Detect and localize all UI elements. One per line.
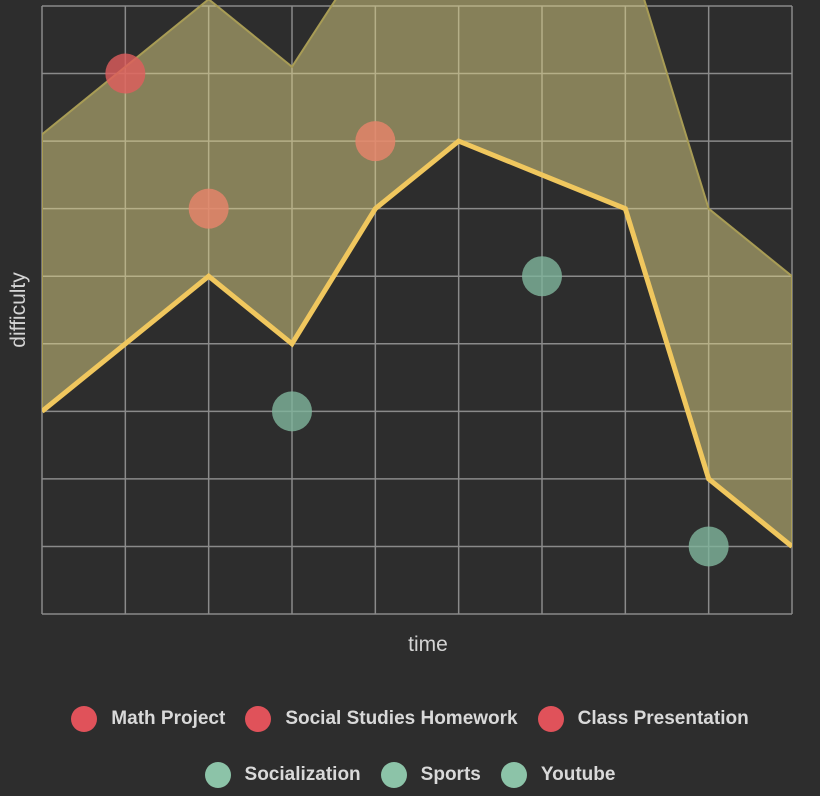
- point-layer: [105, 53, 729, 567]
- legend-label: Math Project: [111, 708, 226, 729]
- legend-item-youtube[interactable]: Youtube: [500, 762, 616, 788]
- legend-item-class-presentation[interactable]: Class Presentation: [537, 706, 749, 732]
- legend-marker: [537, 706, 564, 732]
- legend-marker: [204, 762, 231, 788]
- scatter-point: [355, 121, 396, 162]
- y-axis-label: difficulty: [7, 272, 30, 348]
- legend-label: Youtube: [540, 764, 616, 785]
- scatter-point: [688, 526, 729, 567]
- scatter-point: [105, 53, 146, 94]
- legend-marker: [500, 762, 527, 788]
- legend-label: Sports: [420, 764, 481, 785]
- chart: time difficulty: [7, 0, 793, 656]
- band-layer: [42, 0, 792, 548]
- legend-item-social-studies-homework[interactable]: Social Studies Homework: [245, 706, 518, 732]
- legend-item-socialization[interactable]: Socialization: [204, 762, 361, 788]
- legend-item-math-project[interactable]: Math Project: [71, 706, 225, 732]
- legend-label: Socialization: [244, 764, 361, 785]
- legend-label: Class Presentation: [577, 708, 749, 729]
- scatter-point: [272, 391, 312, 432]
- scatter-point: [188, 188, 229, 229]
- legend-label: Social Studies Homework: [285, 708, 518, 729]
- legend-row-2: Socialization Sports Youtube: [0, 762, 820, 788]
- x-axis-label: time: [408, 633, 448, 656]
- legend-marker: [245, 706, 272, 732]
- line-layer: [42, 138, 792, 549]
- legend-item-sports[interactable]: Sports: [380, 762, 481, 788]
- uncertainty-band: [42, 0, 792, 548]
- series-line: [42, 138, 792, 549]
- scatter-point: [522, 256, 562, 297]
- legend-marker: [380, 762, 407, 788]
- legend-row-1: Math Project Social Studies Homework Cla…: [0, 706, 820, 732]
- legend-marker: [71, 706, 98, 732]
